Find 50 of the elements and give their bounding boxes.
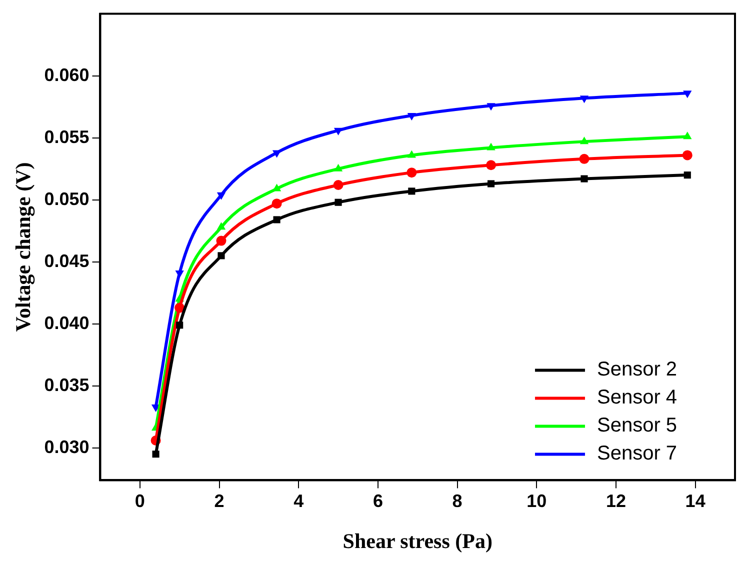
y-tick-label: 0.040: [44, 312, 90, 333]
point: [218, 252, 225, 260]
y-axis-title: Voltage change (V): [11, 162, 36, 332]
point: [152, 450, 160, 458]
x-axis-title: Shear stress (Pa): [342, 528, 492, 553]
point: [174, 302, 185, 313]
point: [580, 175, 588, 182]
point: [176, 322, 184, 329]
point: [333, 180, 344, 190]
point: [216, 222, 226, 230]
x-tick-label: 10: [526, 490, 547, 511]
point: [486, 103, 496, 111]
y-tick-label: 0.030: [44, 436, 90, 457]
y-tick-label: 0.045: [44, 250, 90, 271]
x-tick-label: 6: [372, 490, 383, 511]
point: [407, 150, 416, 158]
point: [272, 198, 282, 209]
point: [682, 150, 692, 160]
point: [408, 188, 416, 195]
point: [683, 132, 692, 140]
point: [334, 164, 343, 172]
point: [406, 168, 417, 178]
point: [487, 180, 495, 188]
x-tick-label: 8: [452, 490, 462, 511]
point: [216, 236, 226, 246]
point: [334, 198, 342, 206]
x-tick-label: 12: [606, 490, 626, 511]
point: [580, 136, 589, 144]
legend-label: Sensor 2: [597, 358, 678, 381]
x-tick-label: 4: [294, 490, 304, 511]
point: [486, 160, 496, 170]
x-tick-label: 2: [214, 490, 224, 511]
point: [216, 192, 226, 200]
y-tick-label: 0.050: [44, 188, 90, 209]
point: [334, 128, 343, 136]
y-tick-label: 0.055: [44, 126, 90, 147]
point: [407, 113, 416, 121]
y-tick-label: 0.035: [44, 374, 90, 395]
point: [273, 216, 280, 224]
point: [683, 90, 692, 98]
legend-label: Sensor 4: [597, 386, 678, 409]
x-tick-label: 0: [134, 490, 145, 511]
legend-label: Sensor 5: [597, 414, 678, 437]
legend-label: Sensor 7: [597, 442, 678, 465]
point: [684, 172, 691, 179]
x-tick-label: 14: [685, 490, 706, 511]
point: [579, 154, 590, 164]
point: [486, 142, 496, 150]
point: [580, 96, 589, 104]
y-tick-label: 0.060: [44, 64, 90, 85]
